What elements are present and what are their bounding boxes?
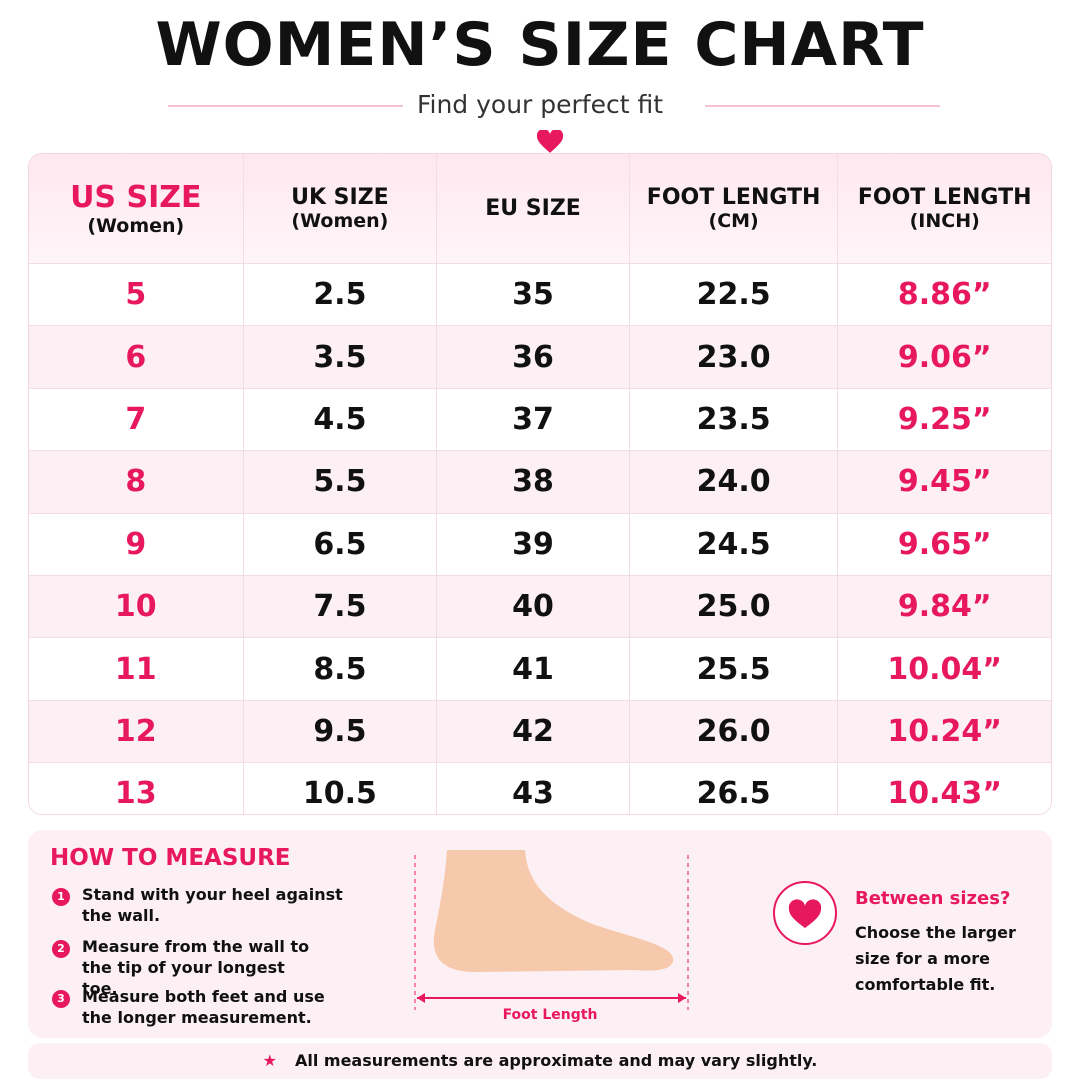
column-label: US SIZE bbox=[70, 180, 202, 215]
table-cell: 10.04” bbox=[887, 651, 1003, 687]
tip-title: Between sizes? bbox=[855, 888, 1011, 909]
table-cell: 41 bbox=[437, 638, 630, 700]
table-row: 6 3.5 36 23.0 9.06” bbox=[29, 325, 1051, 388]
table-cell: 11 bbox=[29, 638, 244, 700]
column-label: FOOT LENGTH bbox=[857, 185, 1032, 210]
table-cell: 10 bbox=[29, 575, 244, 638]
table-cell: 10.24” bbox=[887, 713, 1003, 749]
table-cell: 9 bbox=[29, 513, 244, 575]
table-cell: 9.5 bbox=[244, 700, 438, 763]
footer-text: All measurements are approximate and may… bbox=[294, 1051, 818, 1070]
table-cell: 8 bbox=[29, 451, 244, 513]
table-cell: 5 bbox=[29, 264, 244, 326]
table-row: 12 9.5 42 26.0 10.24” bbox=[29, 699, 1051, 763]
diagram-label: Foot Length bbox=[502, 1007, 598, 1023]
table-row: 13 10.5 43 26.5 10.43” bbox=[29, 762, 1051, 814]
table-cell: 10.5 bbox=[244, 763, 438, 814]
step-text: Stand with your heel against the wall. bbox=[82, 885, 343, 925]
heart-badge bbox=[773, 881, 837, 945]
column-sublabel: (Women) bbox=[291, 210, 389, 232]
divider bbox=[705, 105, 940, 107]
table-cell: 7.5 bbox=[244, 575, 438, 638]
table-cell: 9.65” bbox=[897, 526, 992, 562]
heart-icon bbox=[537, 130, 563, 153]
table-cell: 8.5 bbox=[244, 638, 438, 700]
table-cell: 24.5 bbox=[630, 513, 839, 575]
table-cell: 9.06” bbox=[897, 339, 992, 375]
table-cell: 13 bbox=[29, 763, 244, 814]
table-cell: 23.5 bbox=[630, 388, 839, 451]
column-label: FOOT LENGTH bbox=[646, 185, 821, 210]
header-cell: FOOT LENGTH (CM) bbox=[630, 154, 839, 263]
size-table: US SIZE (Women) UK SIZE (Women) EU SIZE FOOT … bbox=[28, 153, 1052, 815]
table-cell: 23.0 bbox=[630, 326, 839, 388]
table-cell: 26.5 bbox=[630, 763, 839, 814]
table-cell: 40 bbox=[437, 575, 630, 638]
table-cell: 9.25” bbox=[897, 401, 992, 437]
table-row: 5 2.5 35 22.5 8.86” bbox=[29, 263, 1051, 326]
step-number: 1 bbox=[52, 888, 70, 906]
table-cell: 26.0 bbox=[630, 700, 839, 763]
table-cell: 8.86” bbox=[897, 277, 992, 313]
table-cell: 3.5 bbox=[244, 326, 438, 388]
table-cell: 9.84” bbox=[897, 589, 992, 625]
table-row: 11 8.5 41 25.5 10.04” bbox=[29, 637, 1051, 700]
table-cell: 25.0 bbox=[630, 575, 839, 638]
table-cell: 36 bbox=[437, 326, 630, 388]
table-cell: 6 bbox=[29, 326, 244, 388]
column-label: EU SIZE bbox=[485, 196, 581, 221]
table-cell: 43 bbox=[437, 763, 630, 814]
table-row: 9 6.5 39 24.5 9.65” bbox=[29, 512, 1051, 575]
table-cell: 24.0 bbox=[630, 451, 839, 513]
title: WOMEN’S SIZE CHART bbox=[155, 10, 925, 80]
column-sublabel: (Women) bbox=[87, 215, 185, 237]
table-cell: 22.5 bbox=[630, 264, 839, 326]
table-cell: 25.5 bbox=[630, 638, 839, 700]
table-cell: 9.45” bbox=[897, 464, 992, 500]
table-cell: 39 bbox=[437, 513, 630, 575]
table-row: 10 7.5 40 25.0 9.84” bbox=[29, 574, 1051, 638]
subtitle: Find your perfect fit bbox=[416, 90, 664, 119]
column-sublabel: (CM) bbox=[708, 210, 759, 232]
header-cell: FOOT LENGTH (INCH) bbox=[838, 154, 1051, 263]
step-text: Measure both feet and use the longer mea… bbox=[82, 987, 325, 1027]
table-cell: 10.43” bbox=[887, 776, 1003, 812]
table-cell: 12 bbox=[29, 700, 244, 763]
table-cell: 38 bbox=[437, 451, 630, 513]
table-cell: 7 bbox=[29, 388, 244, 451]
table-row: 7 4.5 37 23.5 9.25” bbox=[29, 387, 1051, 451]
table-cell: 37 bbox=[437, 388, 630, 451]
section-title: HOW TO MEASURE bbox=[50, 845, 291, 871]
tip-text: Choose the larger size for a more comfor… bbox=[855, 923, 1016, 994]
step-text: Measure from the wall to the tip of your… bbox=[82, 937, 310, 998]
foot-diagram bbox=[414, 850, 689, 1010]
table-cell: 6.5 bbox=[244, 513, 438, 575]
table-cell: 5.5 bbox=[244, 451, 438, 513]
column-label: UK SIZE bbox=[291, 185, 389, 210]
header-cell: US SIZE (Women) bbox=[29, 154, 244, 263]
table-cell: 4.5 bbox=[244, 388, 438, 451]
header-cell: UK SIZE (Women) bbox=[244, 154, 438, 263]
divider bbox=[168, 105, 403, 107]
table-cell: 42 bbox=[437, 700, 630, 763]
step-number: 3 bbox=[52, 990, 70, 1008]
table-row: 8 5.5 38 24.0 9.45” bbox=[29, 450, 1051, 513]
step-number: 2 bbox=[52, 940, 70, 958]
header-cell: EU SIZE bbox=[437, 154, 630, 263]
table-cell: 35 bbox=[437, 264, 630, 326]
header-row: US SIZE (Women) UK SIZE (Women) EU SIZE FOOT … bbox=[29, 154, 1051, 263]
footer: ★ All measurements are approximate and ma… bbox=[28, 1043, 1052, 1079]
table-cell: 2.5 bbox=[244, 264, 438, 326]
column-sublabel: (INCH) bbox=[909, 210, 980, 232]
star-icon: ★ bbox=[262, 1051, 277, 1070]
